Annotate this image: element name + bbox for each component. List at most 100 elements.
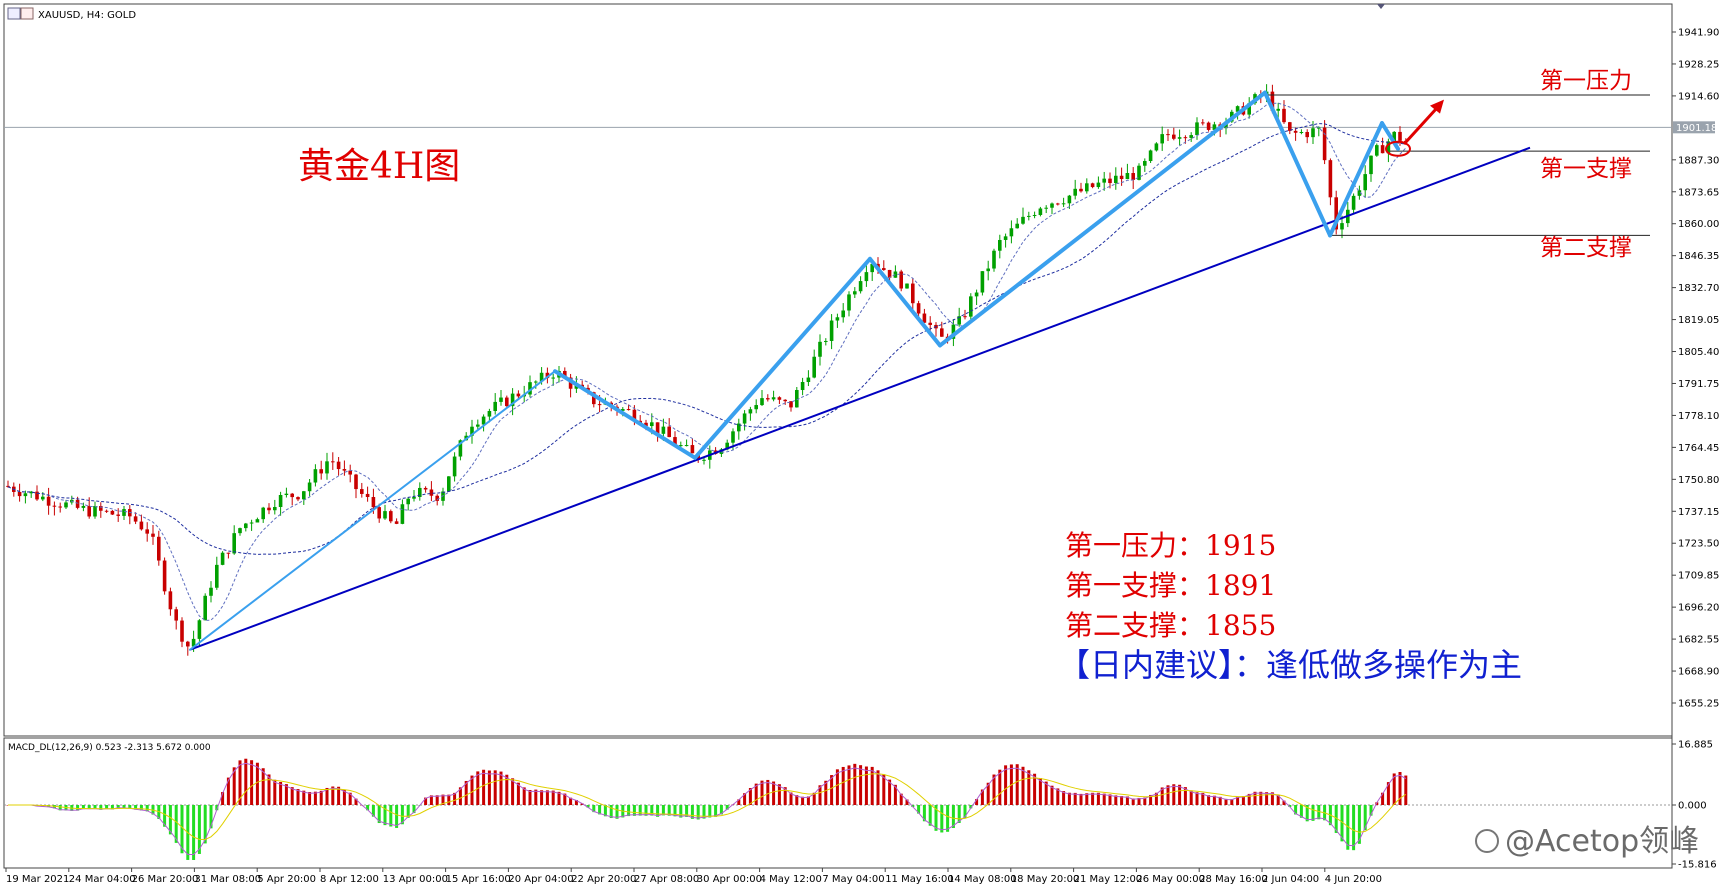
candle-body bbox=[87, 505, 91, 517]
candle-body bbox=[1386, 141, 1391, 154]
macd-bar bbox=[244, 758, 248, 805]
price-tick-label: 1805.40 bbox=[1678, 347, 1719, 358]
candle-body bbox=[1032, 214, 1037, 216]
candle-body bbox=[998, 239, 1002, 251]
macd-bar bbox=[505, 774, 509, 805]
candle-body bbox=[1148, 150, 1153, 162]
candles bbox=[6, 84, 1408, 656]
candle-body bbox=[1172, 134, 1176, 139]
candle-body bbox=[133, 516, 138, 522]
macd-bar bbox=[221, 792, 225, 805]
candle-body bbox=[383, 511, 387, 519]
macd-bar bbox=[238, 760, 242, 805]
candle-body bbox=[412, 496, 416, 499]
candle-body bbox=[789, 401, 793, 408]
macd-bar bbox=[737, 799, 741, 805]
macd-bar bbox=[1108, 794, 1112, 805]
candle-body bbox=[400, 504, 405, 524]
macd-bar bbox=[308, 792, 312, 805]
macd-bar bbox=[1102, 793, 1106, 805]
macd-bar bbox=[366, 805, 370, 811]
candle-body bbox=[203, 595, 207, 621]
wave-path bbox=[189, 90, 1400, 651]
macd-bar bbox=[116, 805, 120, 808]
macd-bar bbox=[1392, 773, 1396, 805]
macd-bar bbox=[383, 805, 387, 826]
macd-tick-label: 16.885 bbox=[1678, 740, 1713, 751]
macd-bar bbox=[1352, 805, 1356, 851]
candle-body bbox=[476, 424, 480, 427]
price-axis: 1941.90 1928.25 1914.60 1887.30 1873.65 1860.… bbox=[1672, 28, 1719, 710]
macd-bar bbox=[325, 787, 329, 805]
candle-body bbox=[644, 422, 648, 427]
candle-body bbox=[406, 498, 410, 505]
candle-body bbox=[284, 493, 289, 496]
candle-body bbox=[46, 496, 51, 506]
macd-bar bbox=[122, 805, 126, 809]
candle-body bbox=[371, 497, 376, 508]
macd-bar bbox=[957, 805, 961, 823]
macd-bar bbox=[580, 803, 584, 805]
macd-bar bbox=[864, 766, 868, 805]
candle-body bbox=[1183, 137, 1188, 139]
macd-bar bbox=[1311, 805, 1315, 821]
macd-bar bbox=[458, 787, 462, 805]
price-tick-label: 1873.65 bbox=[1678, 187, 1719, 198]
macd-bar bbox=[719, 805, 723, 815]
wave-segment bbox=[868, 256, 942, 348]
candle-body bbox=[1003, 236, 1008, 240]
candle-body bbox=[911, 283, 915, 304]
time-tick-label: 30 Apr 00:00 bbox=[697, 874, 762, 885]
candle-body bbox=[1288, 122, 1292, 131]
candle-body bbox=[1119, 175, 1124, 180]
macd-bar bbox=[1125, 796, 1129, 805]
candle-body bbox=[481, 416, 486, 425]
macd-bar bbox=[818, 785, 822, 805]
candle-body bbox=[23, 493, 28, 497]
time-tick-label: 21 May 12:00 bbox=[1074, 874, 1143, 885]
candle-body bbox=[452, 456, 457, 477]
shift-marker-icon bbox=[1377, 4, 1385, 9]
macd-bar bbox=[441, 794, 445, 805]
candle-body bbox=[249, 522, 254, 524]
uptrend-line bbox=[189, 146, 1531, 651]
candle-body bbox=[145, 529, 149, 534]
macd-bar bbox=[395, 805, 399, 828]
macd-bar bbox=[1305, 805, 1309, 822]
macd-bar bbox=[250, 760, 254, 805]
candle-body bbox=[1276, 108, 1280, 111]
macd-bar bbox=[215, 805, 219, 811]
macd-bar bbox=[650, 805, 654, 816]
candle-body bbox=[992, 250, 996, 269]
macd-bar bbox=[1404, 775, 1408, 805]
macd-bar bbox=[1056, 788, 1060, 805]
price-tick-label: 1887.30 bbox=[1678, 155, 1719, 166]
candle-body bbox=[174, 609, 178, 621]
candle-body bbox=[771, 397, 776, 400]
window-title[interactable]: XAUUSD, H4: GOLD bbox=[7, 7, 136, 21]
candle-body bbox=[435, 495, 439, 501]
macd-bar bbox=[134, 805, 138, 810]
macd-bar bbox=[893, 784, 897, 805]
macd-bar bbox=[615, 805, 619, 819]
ma-slow-line bbox=[7, 123, 1406, 555]
candle-body bbox=[394, 521, 399, 524]
macd-bar bbox=[174, 805, 178, 843]
macd-bar bbox=[99, 805, 103, 810]
macd-bar bbox=[569, 797, 573, 805]
macd-bar bbox=[1346, 805, 1350, 850]
price-panel[interactable] bbox=[3, 3, 1673, 737]
candle-body bbox=[922, 313, 927, 323]
macd-bar bbox=[876, 770, 880, 805]
candle-body bbox=[348, 470, 352, 475]
macd-bar bbox=[1282, 800, 1286, 805]
macd-label: MACD_DL(12,26,9) 0.523 -2.313 5.672 0.00… bbox=[8, 743, 211, 753]
macd-bar bbox=[58, 805, 62, 811]
candle-body bbox=[1305, 132, 1309, 138]
candle-body bbox=[93, 506, 97, 517]
candle-body bbox=[551, 377, 555, 379]
macd-bar bbox=[934, 805, 938, 831]
macd-bar bbox=[638, 805, 642, 816]
